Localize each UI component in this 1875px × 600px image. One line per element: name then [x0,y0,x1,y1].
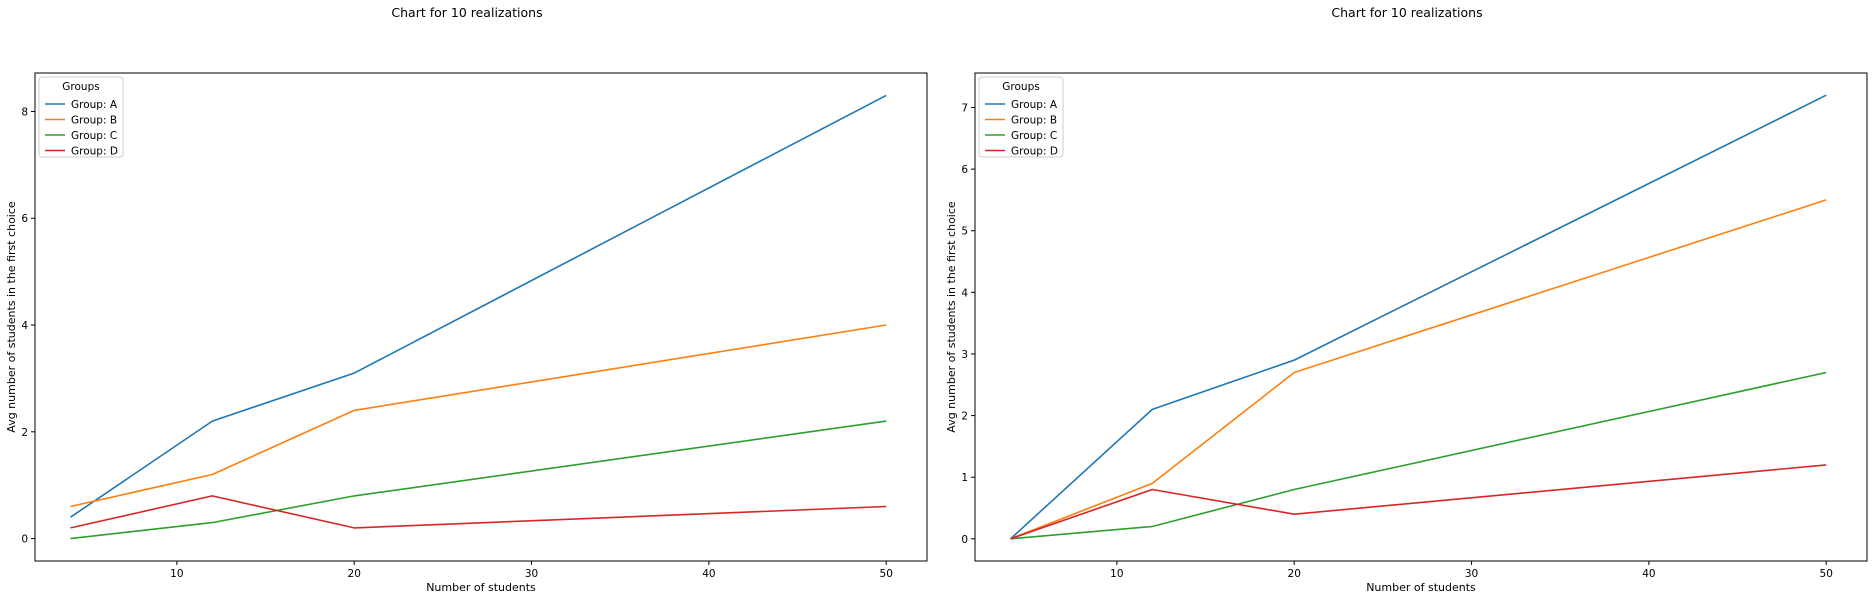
axes-frame [974,72,1868,562]
legend-entry: Group: A [71,99,118,111]
legend-entry: Group: B [1011,115,1057,127]
legend: Groups Group: A Group: B Group: C Group: D [978,76,1064,158]
y-tick-label: 3 [961,349,968,361]
legend-entry: Group: C [1011,130,1057,142]
x-tick-label: 10 [170,568,183,580]
series-line-c [70,420,887,540]
legend-box [38,76,124,158]
legend-entry: Group: A [1011,99,1058,111]
x-tick-label: 10 [1110,568,1123,580]
y-tick-label: 5 [961,226,968,238]
chart-left: Chart for 10 realizations Number of stud… [5,5,928,594]
x-tick-label: 40 [1642,568,1655,580]
x-tick-label: 50 [880,568,893,580]
x-tick-label: 50 [1820,568,1833,580]
x-axis-label: Number of students [1366,581,1476,594]
y-tick-label: 7 [961,103,968,115]
series-line-d [70,495,887,529]
series-line-c [1010,371,1827,540]
y-tick-label: 8 [21,106,28,118]
y-axis-label: Avg number of students in the first choi… [5,201,18,433]
x-tick-label: 20 [348,568,361,580]
legend-entry: Group: D [71,146,118,158]
x-axis-label: Number of students [426,581,536,594]
series-line-b [1010,199,1827,540]
legend: Groups Group: A Group: B Group: C Group: D [38,76,124,158]
series-line-b [70,324,887,508]
series-line-a [1009,94,1827,540]
x-tick-label: 20 [1288,568,1301,580]
chart-title: Chart for 10 realizations [1331,5,1482,20]
y-tick-label: 4 [961,287,968,299]
y-axis-label: Avg number of students in the first choi… [945,201,958,433]
x-tick-label: 40 [702,568,715,580]
y-tick-label: 4 [21,320,28,332]
legend-entry: Group: C [71,130,117,142]
y-tick-label: 2 [961,411,968,423]
y-tick-label: 6 [21,213,28,225]
legend-box [978,76,1064,158]
chart-title: Chart for 10 realizations [391,5,542,20]
legend-title: Groups [1002,81,1039,93]
legend-entry: Group: B [71,115,117,127]
y-tick-label: 0 [961,534,968,546]
axes-frame [34,72,928,562]
y-tick-label: 0 [21,534,28,546]
y-tick-label: 6 [961,164,968,176]
x-tick-label: 30 [1465,568,1478,580]
y-tick-label: 1 [961,472,968,484]
chart-right: Chart for 10 realizations Number of stud… [945,5,1868,594]
legend-title: Groups [62,81,99,93]
y-tick-label: 2 [21,427,28,439]
x-tick-label: 30 [525,568,538,580]
legend-entry: Group: D [1011,146,1058,158]
series-line-d [1010,464,1827,540]
series-line-a [70,94,887,518]
